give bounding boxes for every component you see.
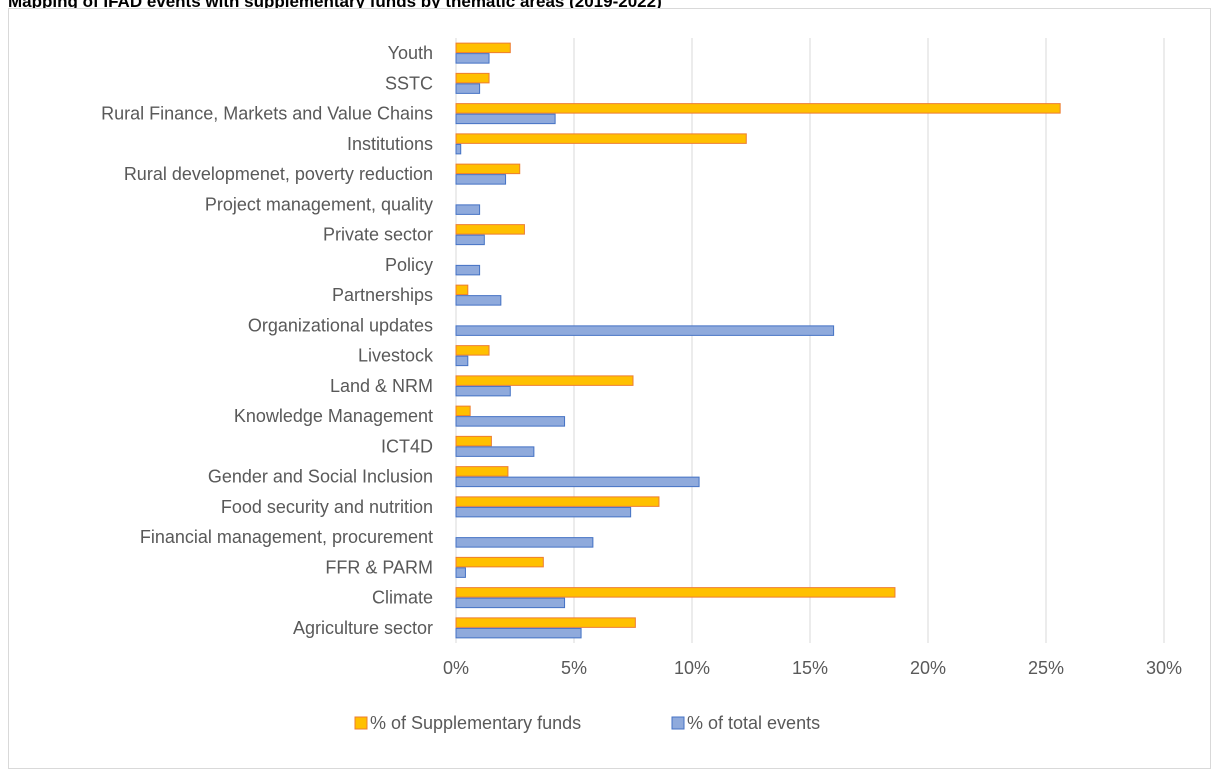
category-label: Climate [372, 588, 433, 608]
category-label: FFR & PARM [325, 557, 433, 577]
bar-total-events-7 [455, 264, 481, 276]
bar-supplementary-funds-12 [455, 405, 471, 417]
bar-total-events-0 [455, 53, 490, 64]
x-tick-label: 15% [792, 658, 828, 678]
category-label: Partnerships [332, 285, 433, 305]
category-label: Land & NRM [330, 376, 433, 396]
category-label: ICT4D [381, 436, 433, 456]
bar-supplementary-funds-4 [455, 163, 521, 175]
chart-frame: Youth SSTC Rural Finance, Markets and Valu… [8, 8, 1211, 769]
category-label: Agriculture sector [293, 618, 433, 638]
x-tick-label: 20% [910, 658, 946, 678]
category-labels: Youth SSTC Rural Finance, Markets and Valu… [101, 43, 434, 638]
legend-item-supplementary-funds-label: % of Supplementary funds [370, 713, 581, 733]
category-label: Private sector [323, 225, 433, 245]
bar-chart: Youth SSTC Rural Finance, Markets and Valu… [101, 38, 1182, 733]
bar-supplementary-funds-11 [455, 375, 634, 386]
bar-total-events-14 [455, 476, 700, 488]
bar-total-events-18 [455, 597, 566, 609]
category-label: Project management, quality [205, 194, 433, 214]
category-label: Financial management, procurement [140, 527, 433, 547]
bar-total-events-16 [455, 537, 594, 548]
bar-total-events-17 [455, 567, 466, 578]
bar-total-events-2 [455, 113, 556, 125]
x-tick-label: 25% [1028, 658, 1064, 678]
bar-total-events-5 [455, 204, 481, 215]
bar-total-events-12 [455, 416, 566, 427]
legend: % of Supplementary funds % of total event… [354, 713, 820, 733]
category-label: Organizational updates [248, 315, 433, 335]
category-label: Rural Finance, Markets and Value Chains [101, 104, 433, 124]
gridlines [455, 38, 1165, 643]
bar-total-events-13 [455, 446, 535, 457]
category-label: SSTC [385, 73, 433, 93]
legend-item-total-events-swatch [671, 716, 685, 730]
bar-total-events-3 [455, 143, 462, 155]
bar-total-events-10 [455, 355, 469, 367]
bar-supplementary-funds-17 [455, 556, 544, 568]
x-tick-label: 0% [443, 658, 469, 678]
legend-item-total-events-label: % of total events [687, 713, 820, 733]
bars [455, 42, 1061, 639]
bar-total-events-19 [455, 627, 582, 639]
bar-total-events-6 [455, 234, 485, 246]
bar-supplementary-funds-10 [455, 345, 490, 356]
bar-total-events-1 [455, 83, 481, 94]
category-label: Youth [388, 43, 433, 63]
x-tick-label: 10% [674, 658, 710, 678]
bar-supplementary-funds-19 [455, 617, 636, 628]
bar-total-events-4 [455, 174, 507, 185]
legend-item-supplementary-funds-swatch [354, 716, 368, 730]
bar-total-events-15 [455, 506, 632, 518]
bar-total-events-11 [455, 385, 511, 397]
bar-supplementary-funds-2 [455, 103, 1061, 114]
bar-supplementary-funds-13 [455, 435, 492, 447]
bar-supplementary-funds-15 [455, 496, 660, 507]
bar-total-events-9 [455, 325, 835, 336]
category-label: Livestock [358, 346, 434, 366]
category-label: Food security and nutrition [221, 497, 433, 517]
bar-supplementary-funds-8 [455, 284, 469, 296]
bar-supplementary-funds-1 [455, 72, 490, 84]
category-label: Gender and Social Inclusion [208, 467, 433, 487]
x-tick-labels: 0% 5% 10% 15% 20% 25% 30% [443, 658, 1182, 678]
bar-supplementary-funds-0 [455, 42, 511, 54]
x-tick-label: 5% [561, 658, 587, 678]
category-label: Policy [385, 255, 433, 275]
category-label: Institutions [347, 134, 433, 154]
figure-caption: Mapping of IFAD events with supplementar… [8, 0, 662, 11]
bar-supplementary-funds-6 [455, 224, 525, 235]
x-tick-label: 30% [1146, 658, 1182, 678]
bar-total-events-8 [455, 295, 502, 306]
bar-supplementary-funds-3 [455, 133, 747, 144]
category-label: Rural developmenet, poverty reduction [124, 164, 433, 184]
bar-supplementary-funds-18 [455, 587, 896, 598]
category-label: Knowledge Management [234, 406, 433, 426]
bar-supplementary-funds-14 [455, 466, 509, 477]
